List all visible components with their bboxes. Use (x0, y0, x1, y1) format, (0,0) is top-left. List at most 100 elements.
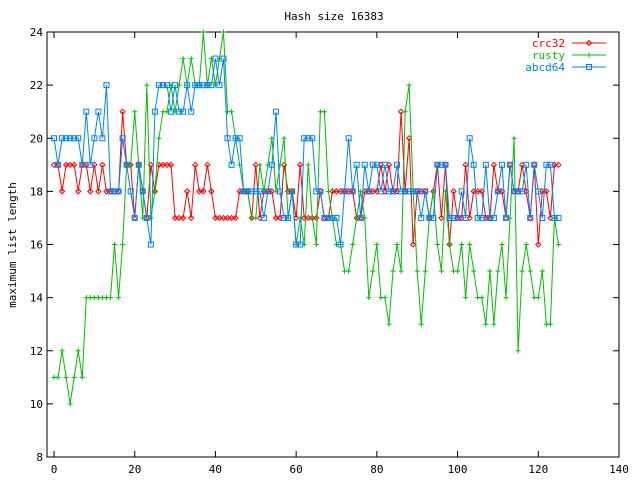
axis-ticks: 0 20 40 60 80 100 120 140 8 10 12 14 16 18 20 22 24 (30, 26, 629, 476)
plot-frame (46, 31, 620, 458)
data-point-abcd64 (200, 82, 207, 89)
data-point-rusty (229, 109, 235, 115)
data-point-abcd64 (523, 161, 530, 168)
x-tick-label: 140 (609, 463, 629, 476)
data-point-rusty (71, 374, 77, 380)
y-tick-label: 22 (30, 79, 43, 92)
data-point-abcd64 (228, 161, 235, 168)
data-point-abcd64 (305, 135, 312, 142)
x-tick-label: 40 (209, 463, 222, 476)
data-point-abcd64 (119, 135, 126, 142)
data-point-crc32 (248, 214, 255, 222)
data-point-abcd64 (498, 161, 505, 168)
data-point-abcd64 (143, 214, 150, 221)
data-point-rusty (398, 268, 404, 274)
data-point-abcd64 (224, 135, 231, 142)
data-point-rusty (188, 56, 194, 62)
data-point-rusty (390, 268, 396, 274)
data-point-abcd64 (426, 214, 433, 221)
data-point-abcd64 (438, 161, 445, 168)
data-point-abcd64 (151, 108, 158, 115)
data-point-abcd64 (511, 188, 518, 195)
data-point-crc32 (397, 108, 405, 115)
data-point-abcd64 (486, 214, 493, 221)
legend-item-abcd64: abcd64 (525, 61, 606, 74)
data-point-rusty (447, 242, 452, 247)
data-point-abcd64 (482, 161, 489, 168)
data-point-abcd64 (503, 214, 509, 221)
data-point-rusty (434, 242, 440, 247)
data-point-abcd64 (507, 161, 514, 168)
data-point-abcd64 (240, 188, 247, 195)
data-point-abcd64 (115, 188, 122, 195)
data-point-rusty (156, 135, 162, 141)
data-point-abcd64 (466, 135, 473, 142)
data-point-abcd64 (390, 188, 396, 195)
data-point-crc32 (450, 188, 457, 195)
y-tick-label: 20 (30, 132, 43, 145)
data-point-rusty (180, 56, 186, 62)
data-point-crc32 (438, 214, 445, 222)
data-point-abcd64 (317, 188, 324, 195)
data-point-abcd64 (236, 135, 243, 142)
data-point-abcd64 (204, 82, 211, 89)
data-point-abcd64 (67, 135, 74, 142)
data-point-rusty (116, 295, 122, 301)
data-point-rusty (539, 268, 545, 274)
data-point-crc32 (200, 188, 207, 195)
data-point-rusty (455, 268, 461, 274)
data-point-rusty (382, 295, 388, 301)
series-rusty (51, 29, 561, 407)
data-point-abcd64 (458, 188, 465, 195)
data-point-abcd64 (494, 188, 501, 195)
data-point-abcd64 (547, 161, 554, 168)
data-point-abcd64 (365, 188, 372, 195)
data-point-abcd64 (539, 214, 546, 221)
legend-swatch-marker (586, 52, 592, 58)
data-point-rusty (144, 82, 150, 88)
data-point-crc32 (296, 161, 304, 169)
data-point-abcd64 (527, 214, 534, 221)
data-point-rusty (253, 215, 259, 221)
data-point-abcd64 (87, 161, 94, 168)
data-point-abcd64 (55, 161, 62, 168)
data-point-abcd64 (244, 188, 251, 195)
data-point-abcd64 (551, 214, 558, 221)
data-point-rusty (422, 268, 428, 274)
data-point-crc32 (462, 161, 469, 169)
data-point-abcd64 (131, 214, 138, 221)
data-point-rusty (414, 268, 420, 274)
data-point-abcd64 (289, 188, 296, 195)
data-point-rusty (325, 188, 331, 194)
data-point-crc32 (75, 188, 82, 195)
data-point-rusty (503, 295, 509, 301)
data-point-abcd64 (297, 241, 304, 248)
data-point-crc32 (179, 214, 187, 222)
data-point-rusty (221, 29, 226, 35)
data-point-rusty (547, 321, 553, 327)
data-point-abcd64 (63, 135, 70, 142)
data-point-rusty (527, 268, 533, 274)
data-point-rusty (305, 162, 311, 168)
legend-item-rusty: rusty (532, 49, 606, 62)
data-point-abcd64 (155, 82, 162, 89)
data-point-rusty (483, 321, 489, 327)
data-point-abcd64 (192, 82, 199, 89)
data-point-abcd64 (430, 214, 437, 221)
data-point-rusty (519, 268, 525, 274)
data-point-crc32 (87, 188, 94, 195)
data-point-abcd64 (172, 82, 179, 89)
data-point-crc32 (232, 214, 239, 222)
data-point-rusty (463, 295, 469, 301)
data-point-crc32 (555, 161, 562, 169)
data-point-rusty (418, 321, 424, 327)
data-point-rusty (350, 242, 356, 247)
data-point-rusty (297, 215, 303, 221)
data-point-abcd64 (168, 108, 175, 115)
data-point-rusty (309, 215, 315, 221)
data-point-abcd64 (184, 82, 191, 89)
data-point-abcd64 (406, 188, 413, 195)
data-point-abcd64 (454, 214, 461, 221)
data-point-abcd64 (196, 82, 203, 89)
